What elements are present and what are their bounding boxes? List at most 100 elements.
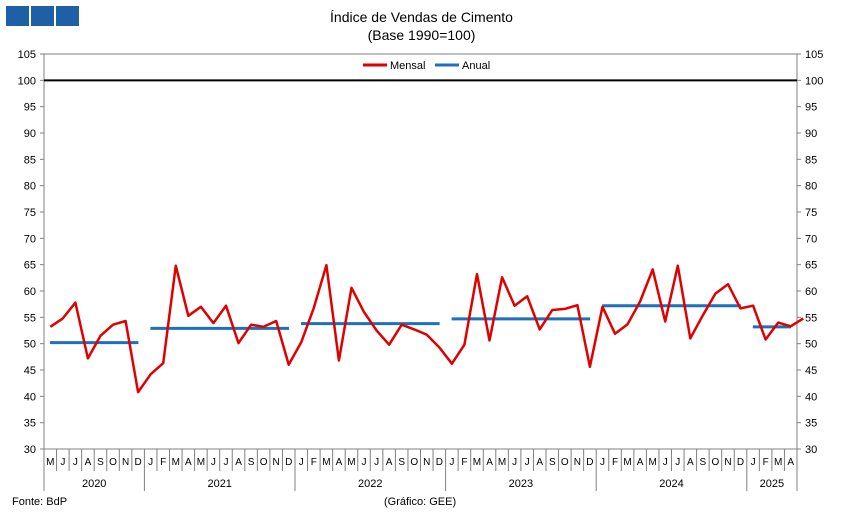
- x-month-label: M: [347, 457, 355, 468]
- x-month-label: J: [663, 457, 668, 468]
- y-tick-label-left: 55: [24, 312, 36, 324]
- x-month-label: J: [299, 457, 304, 468]
- x-month-label: J: [211, 457, 216, 468]
- x-month-label: M: [46, 457, 54, 468]
- y-tick-label-left: 105: [18, 49, 36, 61]
- x-month-label: A: [85, 457, 92, 468]
- y-tick-label-right: 95: [805, 102, 817, 114]
- x-month-label: O: [561, 457, 569, 468]
- x-year-label: 2025: [760, 478, 784, 490]
- x-month-label: J: [512, 457, 517, 468]
- x-year-label: 2024: [659, 478, 683, 490]
- x-month-label: F: [160, 457, 166, 468]
- x-year-label: 2023: [509, 478, 533, 490]
- x-month-label: N: [423, 457, 430, 468]
- x-month-label: O: [410, 457, 418, 468]
- y-tick-label-right: 35: [805, 418, 817, 430]
- x-month-label: J: [675, 457, 680, 468]
- y-tick-label-right: 85: [805, 154, 817, 166]
- logo-square: [56, 6, 79, 26]
- x-month-label: A: [687, 457, 694, 468]
- x-month-label: A: [185, 457, 192, 468]
- y-tick-label-left: 50: [24, 339, 36, 351]
- x-month-label: A: [235, 457, 242, 468]
- logo-square: [6, 6, 29, 26]
- y-tick-label-left: 35: [24, 418, 36, 430]
- y-tick-label-right: 30: [805, 444, 817, 456]
- y-tick-label-right: 60: [805, 286, 817, 298]
- y-tick-label-right: 80: [805, 181, 817, 193]
- y-tick-label-left: 45: [24, 365, 36, 377]
- x-year-label: 2021: [207, 478, 231, 490]
- y-tick-label-left: 75: [24, 207, 36, 219]
- x-year-label: 2020: [82, 478, 106, 490]
- x-month-label: M: [172, 457, 180, 468]
- x-month-label: M: [197, 457, 205, 468]
- x-month-label: S: [549, 457, 556, 468]
- x-month-label: J: [525, 457, 530, 468]
- x-month-label: J: [374, 457, 379, 468]
- y-tick-label-right: 75: [805, 207, 817, 219]
- x-year-label: 2022: [358, 478, 382, 490]
- x-month-label: S: [700, 457, 707, 468]
- chart-title-block: Índice de Vendas de Cimento (Base 1990=1…: [0, 8, 843, 44]
- x-month-label: F: [763, 457, 769, 468]
- x-month-label: S: [97, 457, 104, 468]
- x-month-label: D: [737, 457, 744, 468]
- source-note: Fonte: BdP: [12, 496, 68, 508]
- x-month-label: F: [311, 457, 317, 468]
- x-month-label: F: [612, 457, 618, 468]
- x-month-label: A: [637, 457, 644, 468]
- legend-label-anual: Anual: [462, 60, 490, 72]
- chart-title: Índice de Vendas de Cimento: [330, 9, 513, 25]
- y-tick-label-left: 70: [24, 233, 36, 245]
- y-tick-label-left: 60: [24, 286, 36, 298]
- x-month-label: A: [486, 457, 493, 468]
- x-month-label: A: [787, 457, 794, 468]
- logo-square: [31, 6, 54, 26]
- x-month-label: A: [336, 457, 343, 468]
- x-month-label: J: [223, 457, 228, 468]
- x-month-label: N: [122, 457, 129, 468]
- x-month-label: D: [285, 457, 292, 468]
- y-tick-label-left: 100: [18, 75, 36, 87]
- x-month-label: M: [774, 457, 782, 468]
- x-month-label: A: [386, 457, 393, 468]
- logo: [6, 6, 79, 26]
- y-tick-label-left: 65: [24, 260, 36, 272]
- y-tick-label-right: 45: [805, 365, 817, 377]
- y-tick-label-left: 90: [24, 128, 36, 140]
- y-tick-label-left: 30: [24, 444, 36, 456]
- x-month-label: D: [436, 457, 443, 468]
- credit-note: (Gráfico: GEE): [384, 496, 457, 508]
- x-month-label: M: [649, 457, 657, 468]
- x-month-label: N: [724, 457, 731, 468]
- x-month-label: J: [60, 457, 65, 468]
- y-tick-label-right: 90: [805, 128, 817, 140]
- x-month-label: J: [751, 457, 756, 468]
- x-month-label: O: [109, 457, 117, 468]
- x-month-label: M: [498, 457, 506, 468]
- legend-label-mensal: Mensal: [390, 60, 425, 72]
- x-month-label: J: [449, 457, 454, 468]
- y-tick-label-right: 105: [805, 49, 823, 61]
- x-month-label: S: [398, 457, 405, 468]
- plot-area: [43, 53, 798, 450]
- y-tick-label-right: 65: [805, 260, 817, 272]
- y-tick-label-left: 95: [24, 102, 36, 114]
- x-month-label: D: [586, 457, 593, 468]
- y-tick-label-left: 80: [24, 181, 36, 193]
- x-month-label: J: [148, 457, 153, 468]
- y-tick-label-right: 50: [805, 339, 817, 351]
- y-tick-label-left: 85: [24, 154, 36, 166]
- x-month-label: M: [473, 457, 481, 468]
- x-month-label: N: [574, 457, 581, 468]
- y-tick-label-right: 70: [805, 233, 817, 245]
- y-tick-label-right: 100: [805, 75, 823, 87]
- x-month-label: O: [260, 457, 268, 468]
- y-tick-label-left: 40: [24, 391, 36, 403]
- y-tick-label-right: 40: [805, 391, 817, 403]
- x-month-label: O: [712, 457, 720, 468]
- x-month-label: F: [461, 457, 467, 468]
